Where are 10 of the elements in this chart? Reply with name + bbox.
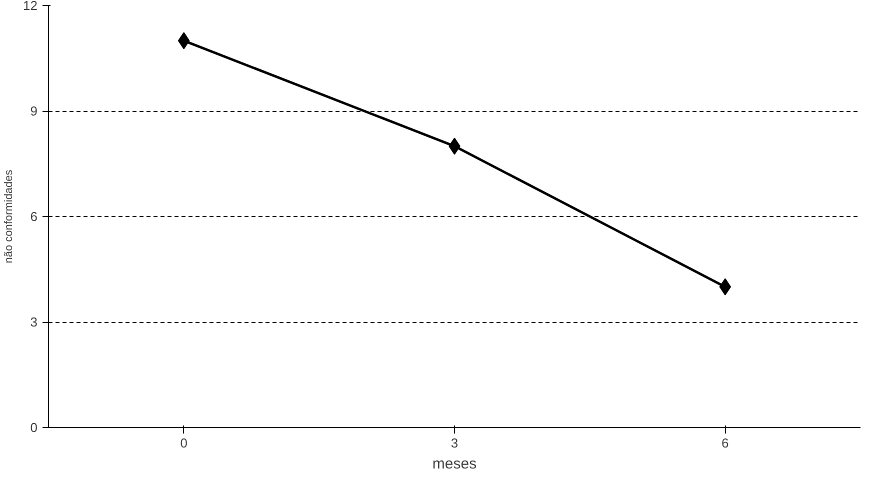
y-tick-label: 6 — [30, 209, 38, 224]
y-axis-title: não conformidades — [3, 169, 16, 264]
y-tick-label: 3 — [30, 314, 38, 330]
x-tick-label: 6 — [722, 436, 729, 450]
y-tick-label: 9 — [30, 104, 38, 118]
y-tick-label: 12 — [23, 0, 38, 13]
y-tick-label: 0 — [30, 420, 38, 435]
x-tick-label: 0 — [180, 436, 188, 450]
x-axis-title: meses — [432, 456, 477, 472]
x-tick-label: 3 — [450, 436, 458, 450]
